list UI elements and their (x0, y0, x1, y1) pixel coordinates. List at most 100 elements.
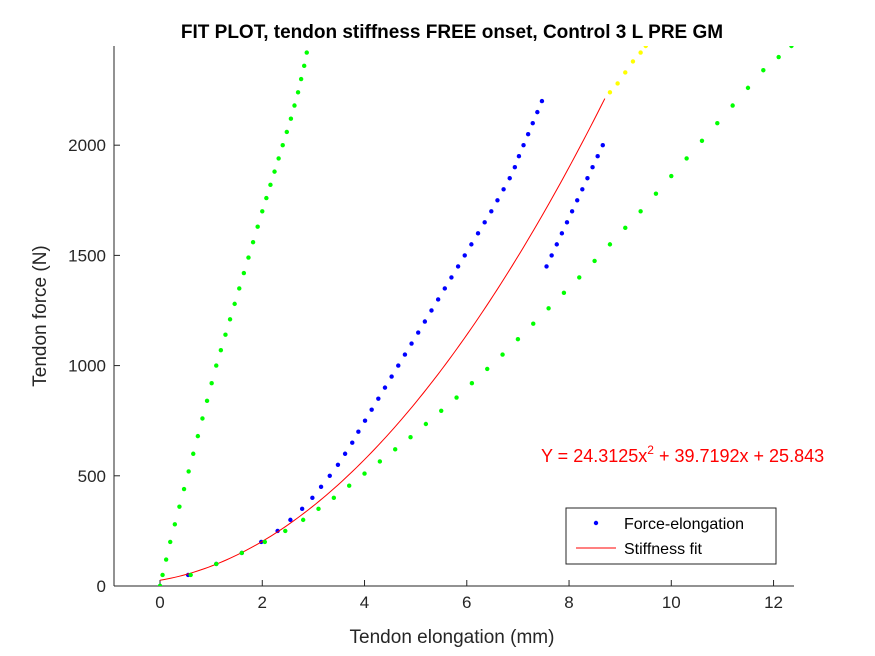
data-point (500, 352, 505, 357)
data-point (191, 451, 196, 456)
data-point (186, 469, 191, 474)
data-point (163, 557, 169, 562)
data-point (423, 421, 429, 427)
data-point (416, 330, 421, 335)
data-point (630, 59, 636, 64)
data-point (272, 169, 277, 174)
data-point (327, 473, 332, 478)
x-tick-label: 4 (360, 593, 369, 612)
data-point (408, 435, 413, 440)
data-point (342, 451, 348, 456)
data-point (559, 231, 565, 236)
data-point (669, 173, 674, 179)
data-point (623, 225, 628, 231)
data-point (455, 264, 461, 269)
plot-series (157, 46, 794, 586)
data-point (575, 198, 580, 203)
legend-label-force-elongation: Force-elongation (624, 516, 744, 533)
data-point (241, 270, 247, 276)
data-point (592, 258, 597, 264)
y-ticks: 0 500 1000 1500 2000 (68, 136, 120, 596)
data-point (382, 385, 388, 390)
data-point (302, 63, 307, 69)
data-point (580, 187, 585, 192)
data-point (590, 165, 595, 170)
data-point (530, 120, 535, 126)
data-point (699, 138, 705, 143)
data-point (469, 242, 474, 247)
data-point (569, 209, 575, 214)
data-point (316, 506, 321, 512)
data-point (283, 528, 288, 534)
data-point (525, 131, 531, 137)
y-tick-label: 1500 (68, 246, 106, 265)
data-point (268, 182, 273, 188)
data-point (376, 396, 381, 401)
legend-label-stiffness-fit: Stiffness fit (624, 541, 703, 558)
legend-marker-force-elongation (593, 520, 599, 526)
data-point (577, 275, 582, 280)
series-3 (157, 46, 794, 586)
data-point (280, 142, 285, 148)
data-point (585, 176, 590, 181)
data-point (168, 539, 173, 545)
data-point (288, 517, 293, 523)
data-point (462, 253, 467, 258)
data-point (377, 459, 383, 464)
data-point (512, 165, 518, 170)
legend-box (565, 507, 777, 565)
data-point (200, 416, 205, 421)
data-point (393, 447, 398, 452)
data-point (223, 332, 228, 337)
legend: Force-elongation Stiffness fit (565, 507, 777, 565)
data-point (299, 506, 305, 512)
data-point (356, 429, 361, 434)
y-tick-label: 2000 (68, 136, 106, 155)
data-point (350, 440, 355, 445)
data-point (262, 539, 268, 545)
data-point (544, 264, 549, 269)
series-1 (159, 98, 606, 581)
x-tick-label: 8 (564, 593, 573, 612)
data-point (362, 418, 368, 423)
fit-equation-exponent: 2 (647, 443, 654, 457)
y-tick-label: 0 (97, 577, 106, 596)
data-point (346, 483, 352, 488)
data-point (554, 242, 559, 247)
data-point (546, 306, 551, 311)
data-point (422, 319, 428, 324)
data-point (776, 54, 781, 60)
data-point (250, 239, 256, 245)
data-point (489, 209, 494, 214)
data-point (172, 522, 178, 527)
data-point (515, 336, 521, 342)
data-point (595, 154, 600, 159)
data-point (409, 341, 414, 346)
series-2 (157, 50, 309, 586)
data-point (745, 85, 751, 91)
data-point (218, 347, 224, 353)
series-layer (157, 46, 794, 586)
data-point (531, 321, 536, 326)
data-point (521, 142, 526, 148)
x-tick-label: 0 (155, 593, 164, 612)
data-point (501, 187, 506, 192)
data-point (335, 462, 341, 467)
data-point (195, 433, 201, 439)
data-point (204, 398, 210, 404)
x-axis-label: Tendon elongation (mm) (350, 627, 555, 648)
chart-title: FIT PLOT, tendon stiffness FREE onset, C… (181, 22, 723, 43)
data-point (623, 70, 628, 75)
data-point (516, 154, 522, 159)
data-point (188, 572, 193, 578)
data-point (485, 366, 490, 372)
x-tick-label: 12 (764, 593, 783, 612)
data-point (495, 198, 500, 203)
data-point (255, 224, 260, 229)
x-tick-label: 2 (258, 593, 267, 612)
data-point (288, 116, 294, 121)
data-point (389, 374, 394, 379)
data-point (600, 142, 605, 148)
x-tick-label: 10 (662, 593, 681, 612)
data-point (292, 103, 297, 108)
